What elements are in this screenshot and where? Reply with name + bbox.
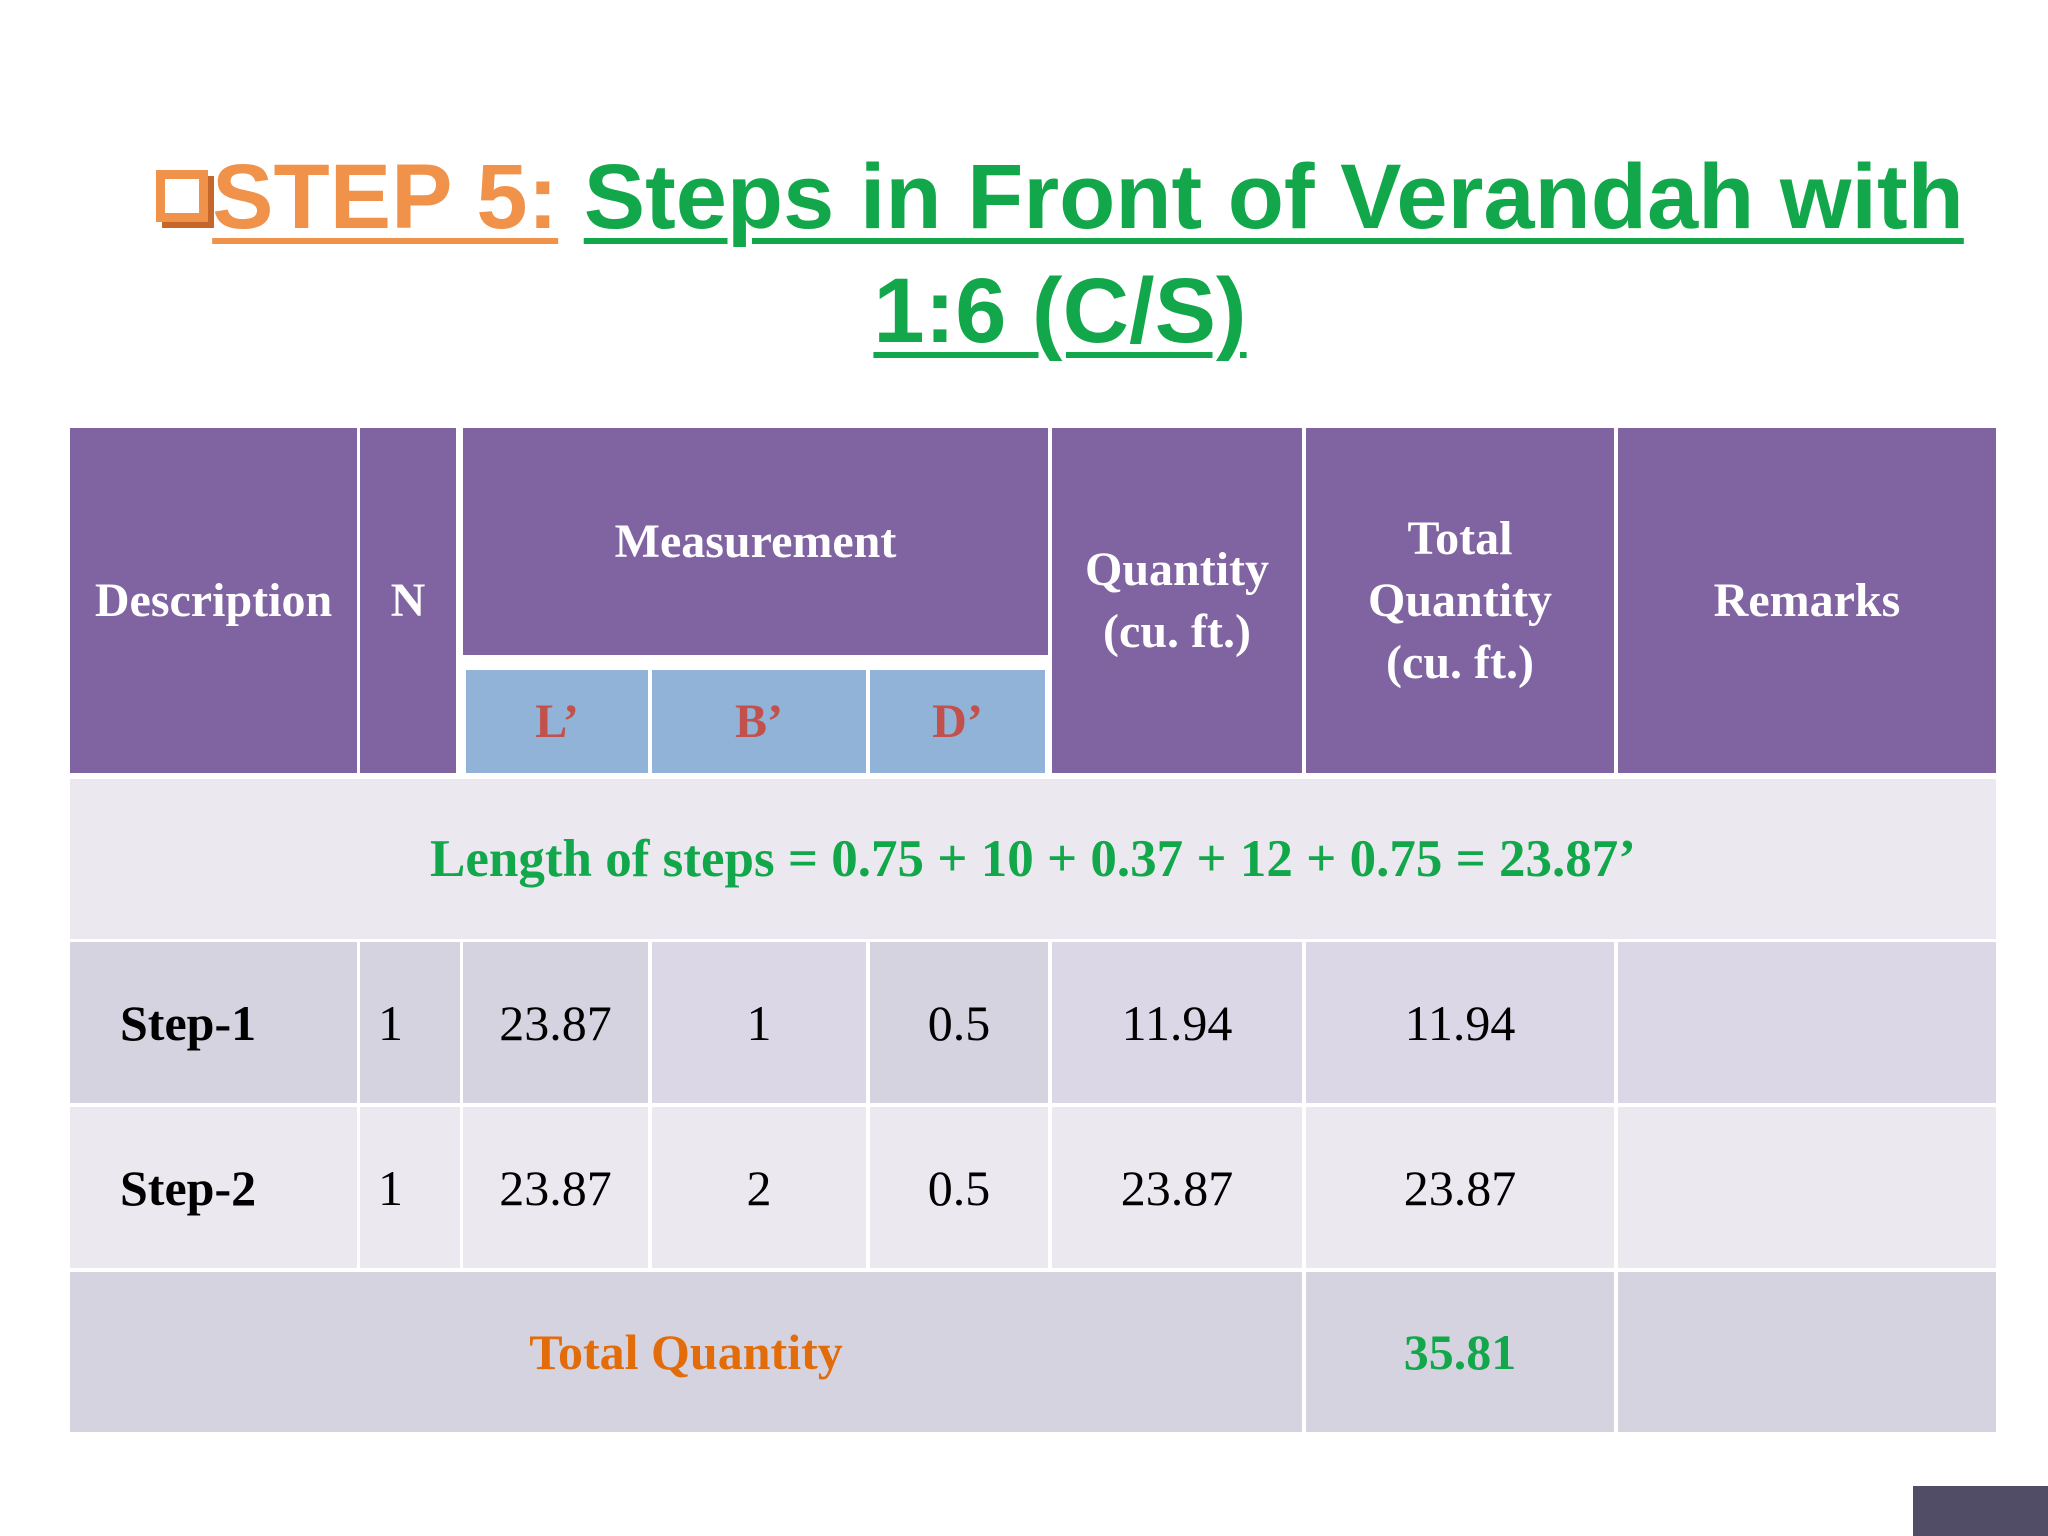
row1-description: Step-1 bbox=[70, 942, 357, 1103]
row1-l: 23.87 bbox=[463, 942, 648, 1103]
total-quantity-label: Total Quantity bbox=[70, 1272, 1302, 1432]
total-quantity-value: 35.81 bbox=[1306, 1272, 1614, 1432]
slide-title: STEP 5: Steps in Front of Verandah with … bbox=[140, 140, 1980, 368]
row2-l: 23.87 bbox=[463, 1107, 648, 1268]
header-n: N bbox=[360, 428, 456, 773]
subheader-depth: D’ bbox=[870, 670, 1045, 773]
header-description: Description bbox=[70, 428, 357, 773]
row2-remarks bbox=[1618, 1107, 1996, 1268]
corner-decoration bbox=[1913, 1486, 2048, 1536]
row1-quantity: 11.94 bbox=[1052, 942, 1302, 1103]
row1-total: 11.94 bbox=[1306, 942, 1614, 1103]
subheader-length: L’ bbox=[466, 670, 648, 773]
row2-n: 1 bbox=[360, 1107, 460, 1268]
title-step-label: STEP 5: bbox=[212, 146, 559, 248]
row2-b: 2 bbox=[652, 1107, 866, 1268]
row1-d: 0.5 bbox=[870, 942, 1048, 1103]
row1-b: 1 bbox=[652, 942, 866, 1103]
row1-remarks bbox=[1618, 942, 1996, 1103]
title-main: Steps in Front of Verandah with 1:6 (C/S… bbox=[583, 146, 1964, 362]
header-total-quantity: Total Quantity (cu. ft.) bbox=[1306, 428, 1614, 773]
row1-n: 1 bbox=[360, 942, 460, 1103]
row2-total: 23.87 bbox=[1306, 1107, 1614, 1268]
total-remarks-cell bbox=[1618, 1272, 1996, 1432]
header-quantity: Quantity (cu. ft.) bbox=[1052, 428, 1302, 773]
checkbox-bullet-icon bbox=[156, 170, 209, 222]
row2-description: Step-2 bbox=[70, 1107, 357, 1268]
subheader-breadth: B’ bbox=[652, 670, 866, 773]
length-formula: Length of steps = 0.75 + 10 + 0.37 + 12 … bbox=[70, 779, 1996, 939]
row2-d: 0.5 bbox=[870, 1107, 1048, 1268]
header-measurement: Measurement bbox=[463, 428, 1048, 655]
header-remarks: Remarks bbox=[1618, 428, 1996, 773]
row2-quantity: 23.87 bbox=[1052, 1107, 1302, 1268]
